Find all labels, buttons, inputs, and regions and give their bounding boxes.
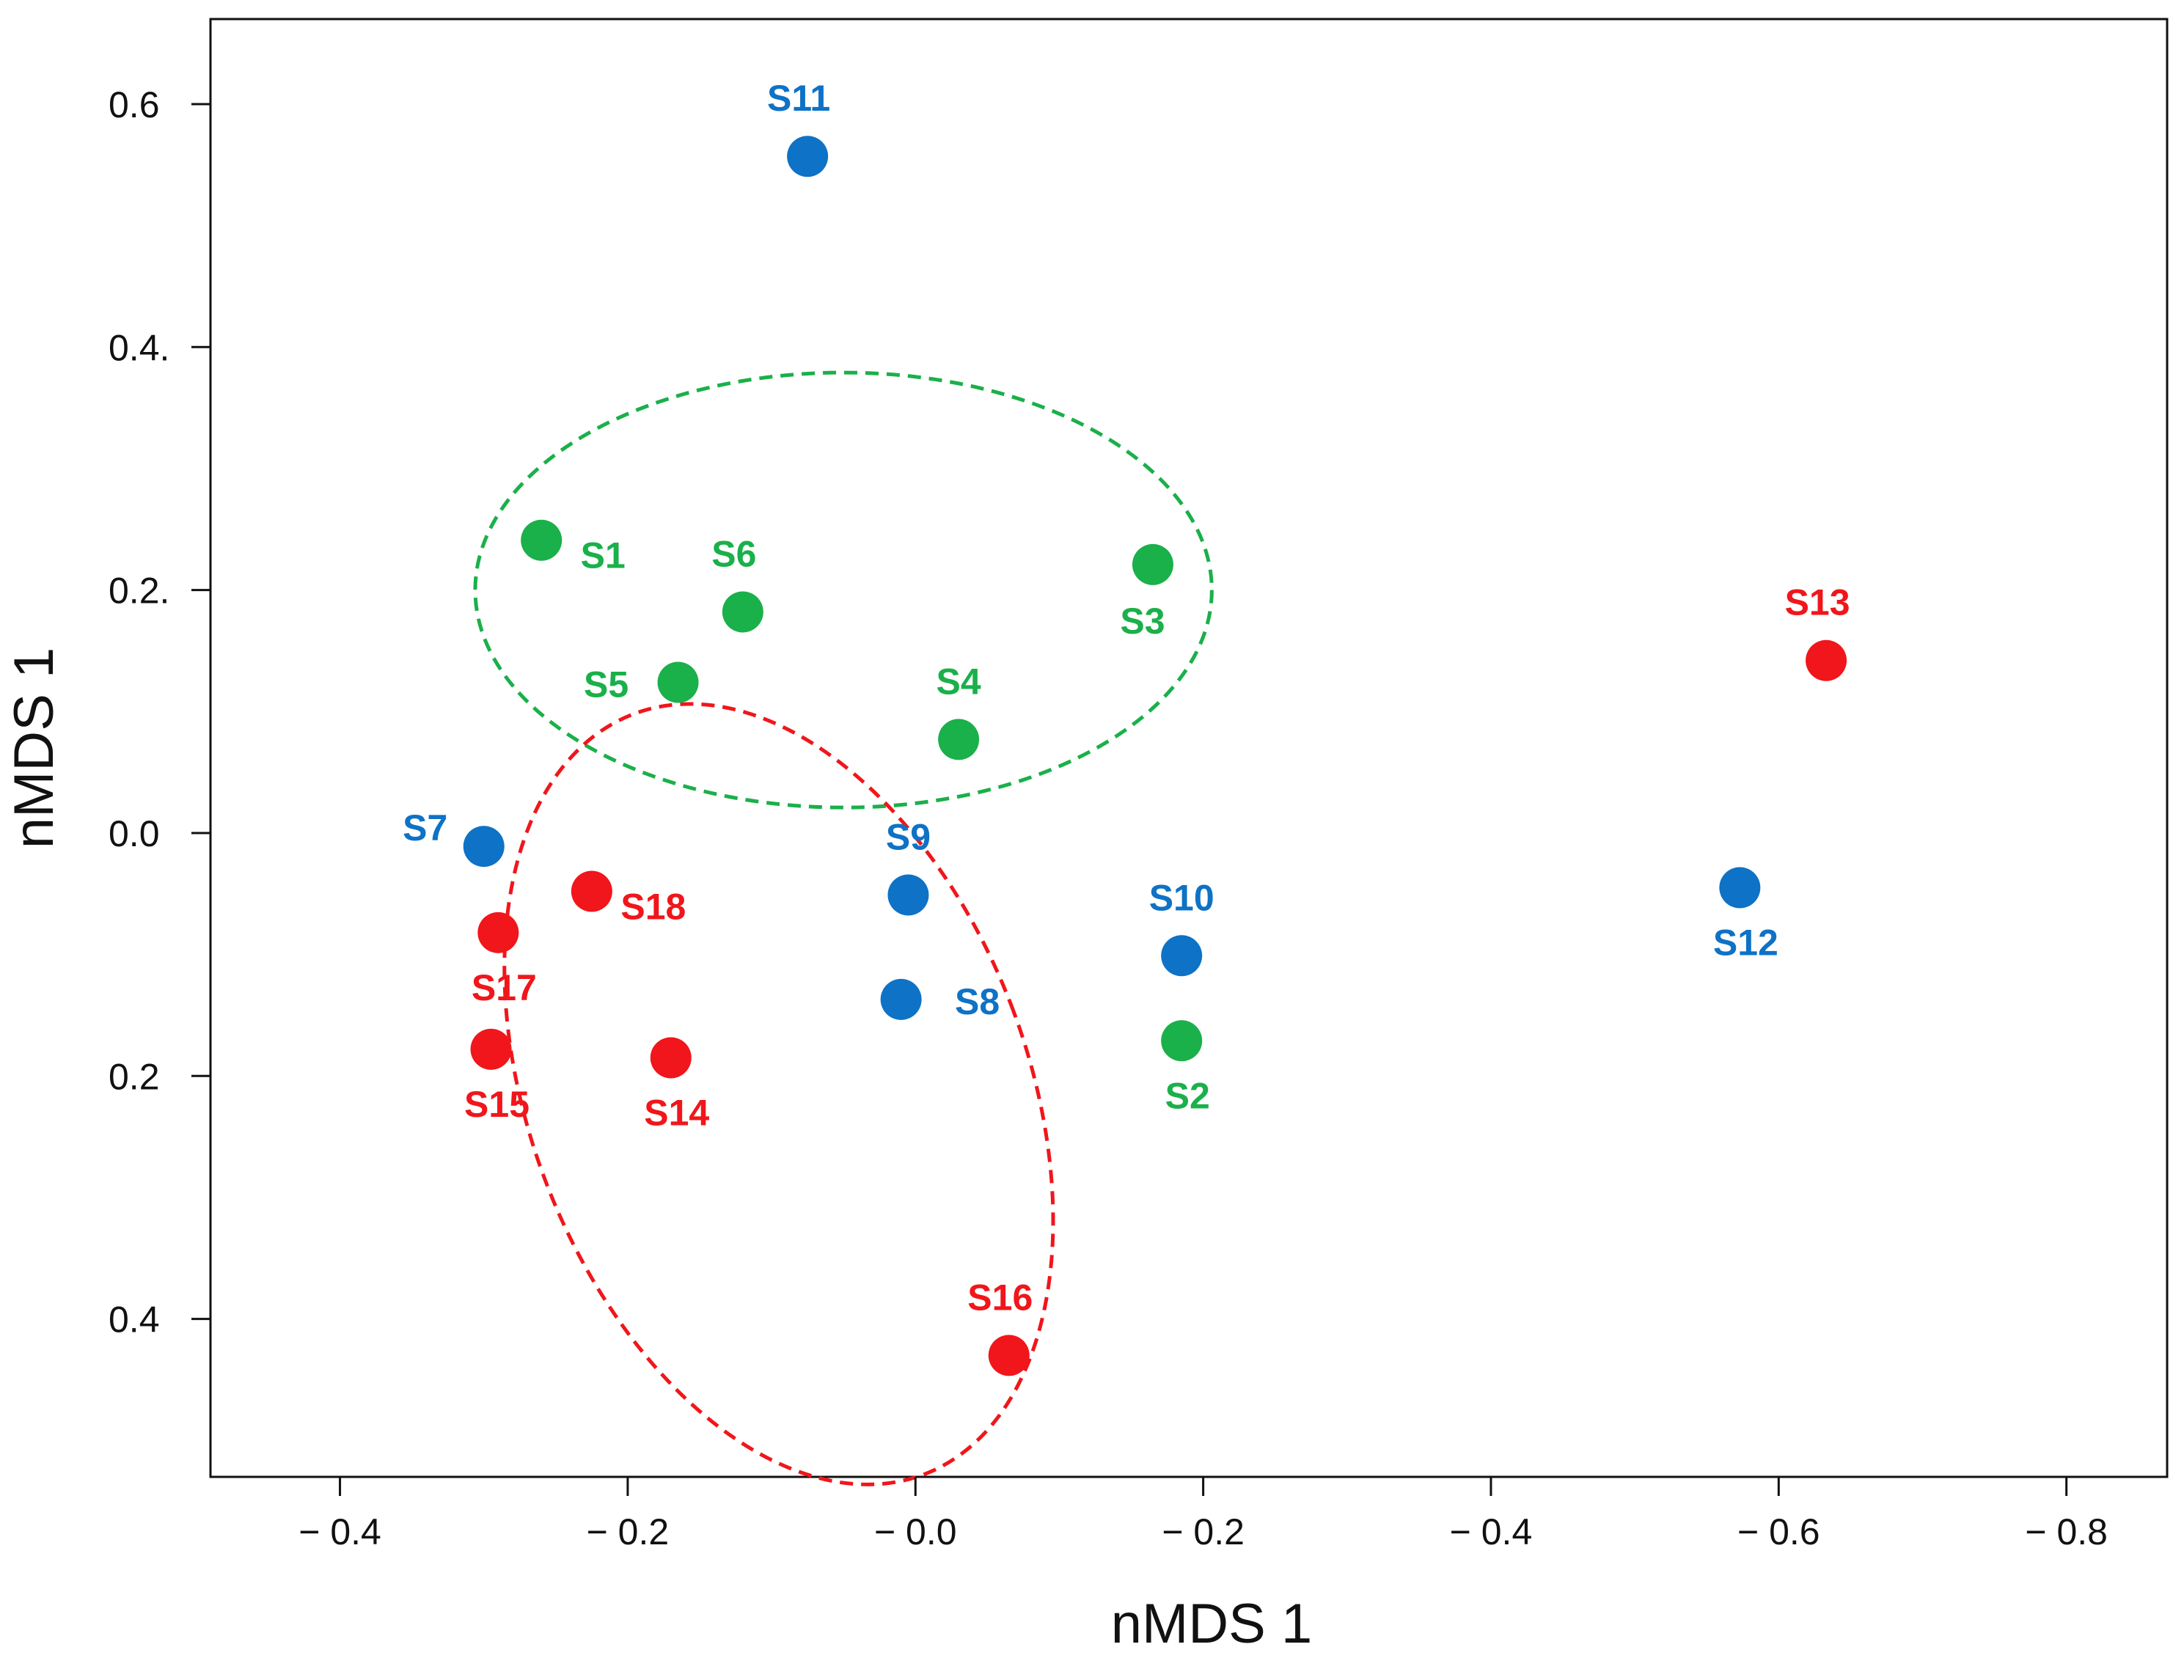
point-s2 (1161, 1020, 1203, 1062)
point-label-s13: S13 (1785, 582, 1850, 623)
point-label-s6: S6 (711, 533, 756, 574)
x-axis-title: nMDS 1 (1111, 1593, 1313, 1655)
point-label-s9: S9 (886, 816, 931, 857)
point-label-s4: S4 (937, 661, 981, 702)
point-label-s10: S10 (1149, 877, 1214, 918)
point-label-s7: S7 (403, 807, 447, 848)
point-s5 (657, 661, 699, 703)
point-s7 (463, 826, 505, 867)
y-tick-label: 0.4 (109, 1299, 160, 1340)
x-tick-label: − 0.2 (1162, 1511, 1245, 1552)
y-tick-label: 0.6 (109, 84, 160, 125)
group-ellipses (473, 370, 1214, 1486)
point-s18 (571, 870, 612, 912)
y-tick-label: 0.2. (109, 571, 169, 612)
point-label-s16: S16 (967, 1277, 1033, 1318)
y-tick-label: 0.0 (109, 813, 160, 854)
point-s10 (1161, 935, 1203, 977)
point-label-s15: S15 (464, 1084, 529, 1125)
point-label-s5: S5 (584, 664, 629, 705)
ellipse-red (502, 702, 1055, 1486)
point-s9 (887, 874, 929, 916)
point-label-s18: S18 (620, 886, 686, 927)
y-tick-label: 0.4. (109, 327, 169, 368)
point-s17 (477, 911, 519, 953)
data-points (463, 136, 1847, 1376)
point-s12 (1719, 867, 1761, 909)
y-axis: 0.6 0.4. 0.2. 0.0 0.2 0.4 (109, 84, 210, 1340)
point-s8 (880, 978, 922, 1020)
point-label-s11: S11 (767, 78, 830, 119)
point-s4 (938, 719, 980, 760)
x-tick-label: − 0.8 (2025, 1511, 2108, 1552)
x-axis: − 0.4 − 0.2 − 0.0 − 0.2 − 0.4 − 0.6 − 0.8 (298, 1477, 2108, 1552)
point-label-s8: S8 (955, 981, 1000, 1022)
point-s6 (722, 591, 763, 633)
point-s11 (787, 136, 829, 177)
point-labels: S1 S2 S3 S4 S5 S6 S7 S8 S9 S10 S11 S12 S13 S14 S15 S16 S… (403, 78, 1850, 1318)
point-s15 (470, 1028, 512, 1070)
plot-frame (209, 18, 2169, 1478)
point-s3 (1132, 543, 1173, 585)
point-label-s3: S3 (1120, 601, 1165, 642)
point-s14 (650, 1037, 692, 1079)
point-s16 (988, 1335, 1030, 1376)
point-label-s14: S14 (644, 1092, 709, 1133)
x-tick-label: − 0.0 (874, 1511, 957, 1552)
point-s1 (521, 519, 563, 561)
point-label-s12: S12 (1713, 922, 1778, 964)
point-label-s1: S1 (581, 535, 626, 576)
y-tick-label: 0.2 (109, 1056, 160, 1097)
x-tick-label: − 0.6 (1737, 1511, 1820, 1552)
point-label-s17: S17 (472, 967, 537, 1008)
x-tick-label: − 0.4 (298, 1511, 381, 1552)
point-label-s2: S2 (1165, 1075, 1210, 1116)
y-axis-title: nMDS 1 (3, 648, 65, 849)
x-tick-label: − 0.2 (587, 1511, 670, 1552)
point-s13 (1806, 639, 1847, 681)
x-tick-label: − 0.4 (1450, 1511, 1533, 1552)
